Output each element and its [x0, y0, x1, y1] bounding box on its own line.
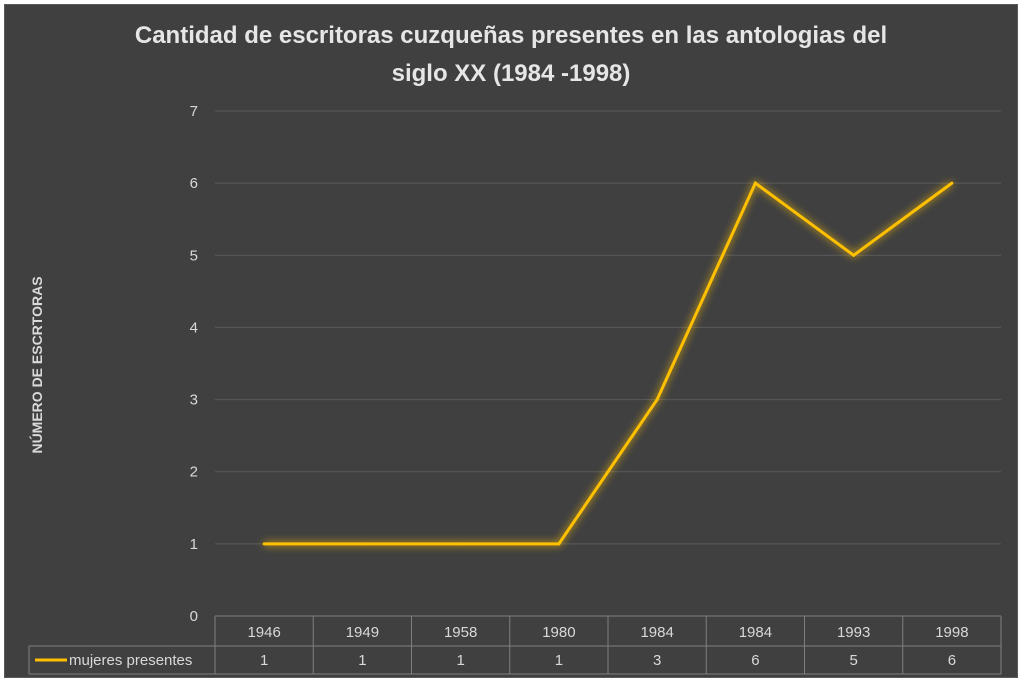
chart-title-line-1: Cantidad de escritoras cuzqueñas present… — [135, 22, 887, 49]
table-value-4: 3 — [653, 652, 661, 669]
table-value-6: 5 — [849, 652, 857, 669]
data-point-1980-3 — [557, 542, 561, 546]
y-tick-labels: 0 1 2 3 4 5 6 7 — [190, 103, 198, 625]
x-category-label-1998-7: 1998 — [935, 624, 968, 641]
x-category-label-1984-5: 1984 — [739, 624, 772, 641]
y-tick-label-7: 7 — [190, 103, 198, 120]
data-point-1998-7 — [950, 181, 954, 185]
legend-series-name: mujeres presentes — [69, 652, 192, 669]
y-tick-label-6: 6 — [190, 175, 198, 192]
chart-title-line-2: siglo XX (1984 -1998) — [392, 60, 631, 87]
data-point-1984-5 — [753, 181, 757, 185]
table-value-5: 6 — [751, 652, 759, 669]
data-point-1946-0 — [262, 542, 266, 546]
chart-frame: Cantidad de escritoras cuzqueñas present… — [4, 4, 1018, 678]
x-category-label-1984-4: 1984 — [640, 624, 673, 641]
gridlines — [215, 110, 1001, 545]
table-value-3: 1 — [555, 652, 563, 669]
x-category-label-1949-1: 1949 — [346, 624, 379, 641]
table-value-2: 1 — [456, 652, 464, 669]
y-tick-label-3: 3 — [190, 392, 198, 409]
y-tick-label-0: 0 — [190, 608, 198, 625]
data-point-1993-6 — [852, 253, 856, 257]
y-axis-title: NÚMERO DE ESCRTORAS — [28, 276, 45, 453]
series-line-0 — [264, 180, 953, 546]
series-lines — [262, 180, 954, 546]
table-value-7: 6 — [948, 652, 956, 669]
data-table: 1946 1949 1958 1980 1984 1984 1993 1998 mujeres … — [28, 615, 1002, 675]
line-chart: Cantidad de escritoras cuzqueñas present… — [28, 22, 1002, 675]
x-category-label-1946-0: 1946 — [247, 624, 280, 641]
y-tick-label-5: 5 — [190, 247, 198, 264]
y-tick-label-1: 1 — [190, 536, 198, 553]
table-value-1: 1 — [358, 652, 366, 669]
x-category-label-1980-3: 1980 — [542, 624, 575, 641]
x-category-label-1958-2: 1958 — [444, 624, 477, 641]
y-tick-label-2: 2 — [190, 464, 198, 481]
data-point-1958-2 — [459, 542, 463, 546]
table-value-0: 1 — [260, 652, 268, 669]
x-category-label-1993-6: 1993 — [837, 624, 870, 641]
y-tick-label-4: 4 — [190, 319, 198, 336]
data-point-1949-1 — [360, 542, 364, 546]
data-point-1984-4 — [655, 398, 659, 402]
